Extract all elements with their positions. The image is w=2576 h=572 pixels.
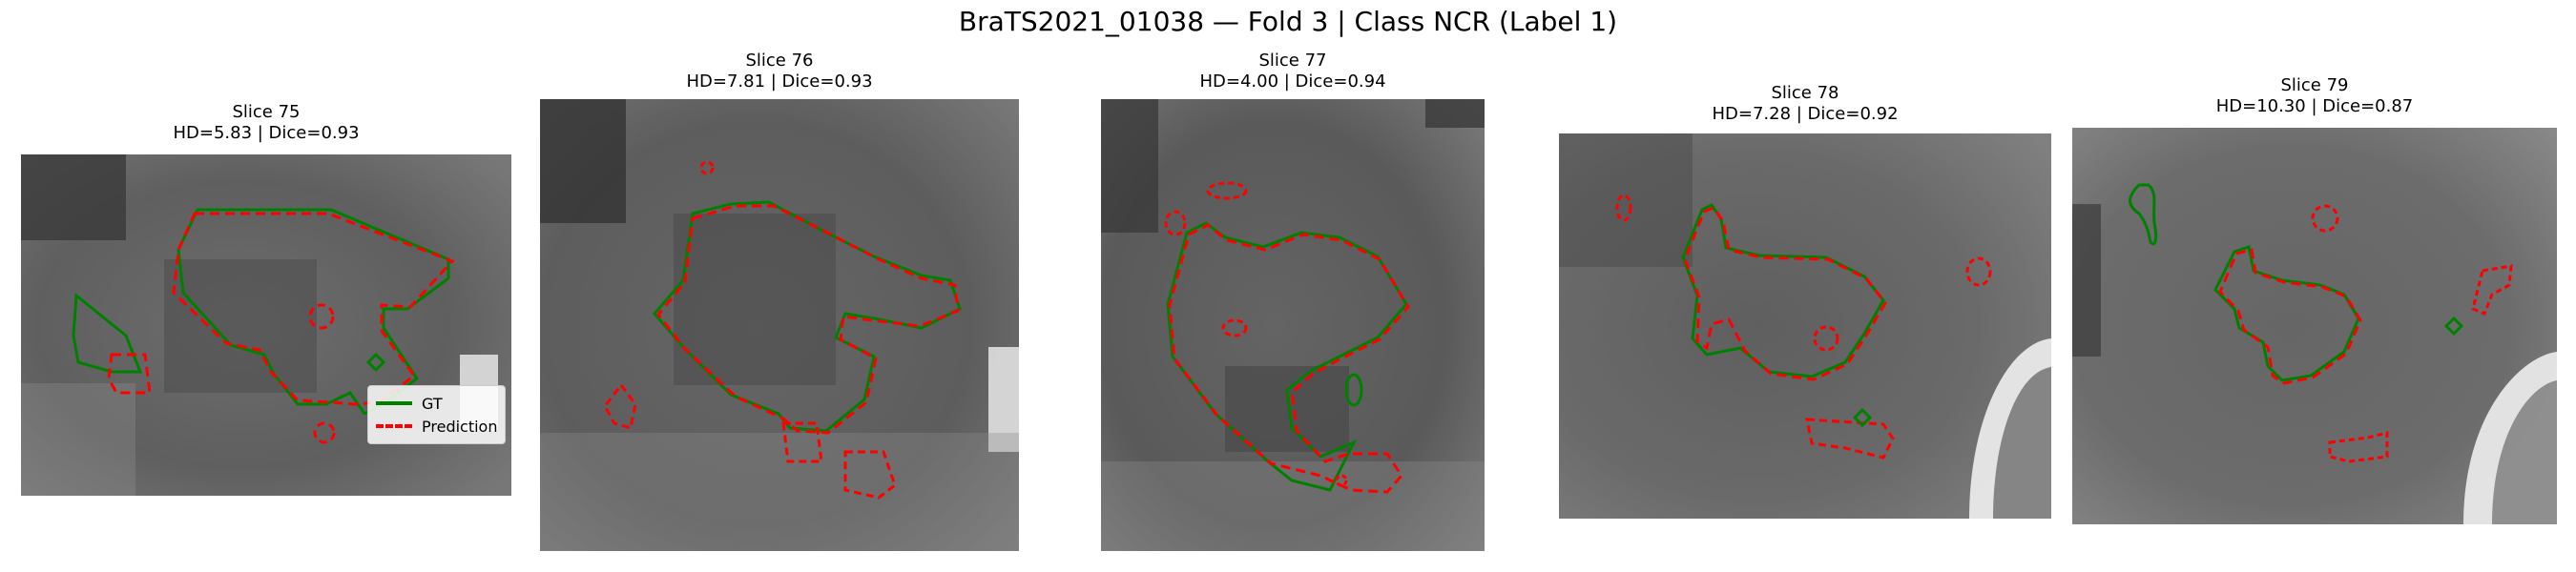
- prediction-contour: [2218, 248, 2362, 385]
- legend-item-gt: GT: [376, 392, 497, 415]
- prediction-contour: [172, 212, 455, 406]
- panel-metrics: HD=10.30 | Dice=0.87: [2215, 96, 2414, 116]
- panel-title: Slice 76: [745, 51, 814, 71]
- prediction-contour: [1615, 194, 1632, 222]
- prediction-contour: [2471, 264, 2513, 316]
- panel-slice-77: Slice 77 HD=4.00 | Dice=0.94: [1101, 51, 1485, 551]
- gt-line-swatch: [376, 401, 412, 405]
- legend-prediction-label: Prediction: [422, 417, 498, 436]
- panel-slice-79: Slice 79 HD=10.30 | Dice=0.87: [2072, 76, 2557, 524]
- gt-contour: [365, 352, 386, 373]
- prediction-contour: [2328, 431, 2389, 463]
- prediction-contour: [603, 382, 637, 430]
- panel-metrics: HD=7.28 | Dice=0.92: [1712, 104, 1899, 124]
- legend-item-prediction: Prediction: [376, 415, 497, 438]
- prediction-contour: [313, 421, 336, 444]
- gt-contour: [2129, 183, 2158, 246]
- gt-contour: [1681, 203, 1885, 378]
- panel-slice-75: Slice 75 HD=5.83 | Dice=0.93 GT: [21, 103, 511, 496]
- mri-image: [21, 154, 511, 496]
- prediction-contour: [656, 204, 960, 435]
- panel-title: Slice 78: [1771, 83, 1839, 103]
- gt-contour: [1344, 373, 1363, 407]
- figure-title: BraTS2021_01038 — Fold 3 | Class NCR (La…: [958, 6, 1618, 37]
- prediction-contour: [699, 160, 715, 175]
- gt-contour: [1852, 407, 1873, 428]
- prediction-contour: [2311, 204, 2339, 233]
- mri-image: [1101, 99, 1485, 551]
- panel-title: Slice 77: [1258, 51, 1327, 71]
- prediction-contour: [107, 353, 152, 395]
- gt-contour: [2443, 316, 2464, 337]
- prediction-contour: [1965, 256, 1992, 287]
- panel-metrics: HD=5.83 | Dice=0.93: [173, 123, 360, 143]
- legend-gt-label: GT: [422, 394, 443, 413]
- prediction-contour: [1206, 181, 1248, 200]
- prediction-contour: [1164, 210, 1187, 236]
- prediction-contour: [1805, 418, 1895, 460]
- panel-slice-76: Slice 76 HD=7.81 | Dice=0.93: [540, 51, 1019, 551]
- mri-image: [540, 99, 1019, 551]
- prediction-contour: [308, 303, 335, 330]
- panel-title: Slice 75: [232, 102, 301, 122]
- prediction-contour: [1168, 223, 1410, 494]
- prediction-line-swatch: [376, 424, 412, 428]
- prediction-contour: [1335, 474, 1348, 487]
- prediction-contour: [781, 421, 823, 463]
- prediction-contour: [1221, 318, 1248, 337]
- gt-contour: [72, 293, 143, 374]
- gt-contour: [1166, 221, 1408, 492]
- mri-image: [2072, 128, 2557, 524]
- panel-slice-78: Slice 78 HD=7.28 | Dice=0.92: [1559, 84, 2051, 519]
- prediction-contour: [1813, 325, 1839, 352]
- prediction-contour: [843, 450, 897, 500]
- panel-title: Slice 79: [2280, 75, 2349, 95]
- panel-metrics: HD=4.00 | Dice=0.94: [1199, 72, 1386, 92]
- panel-metrics: HD=7.81 | Dice=0.93: [686, 72, 873, 92]
- prediction-contour: [1683, 206, 1887, 381]
- mri-image: [1559, 133, 2051, 519]
- legend: GT Prediction: [367, 385, 507, 444]
